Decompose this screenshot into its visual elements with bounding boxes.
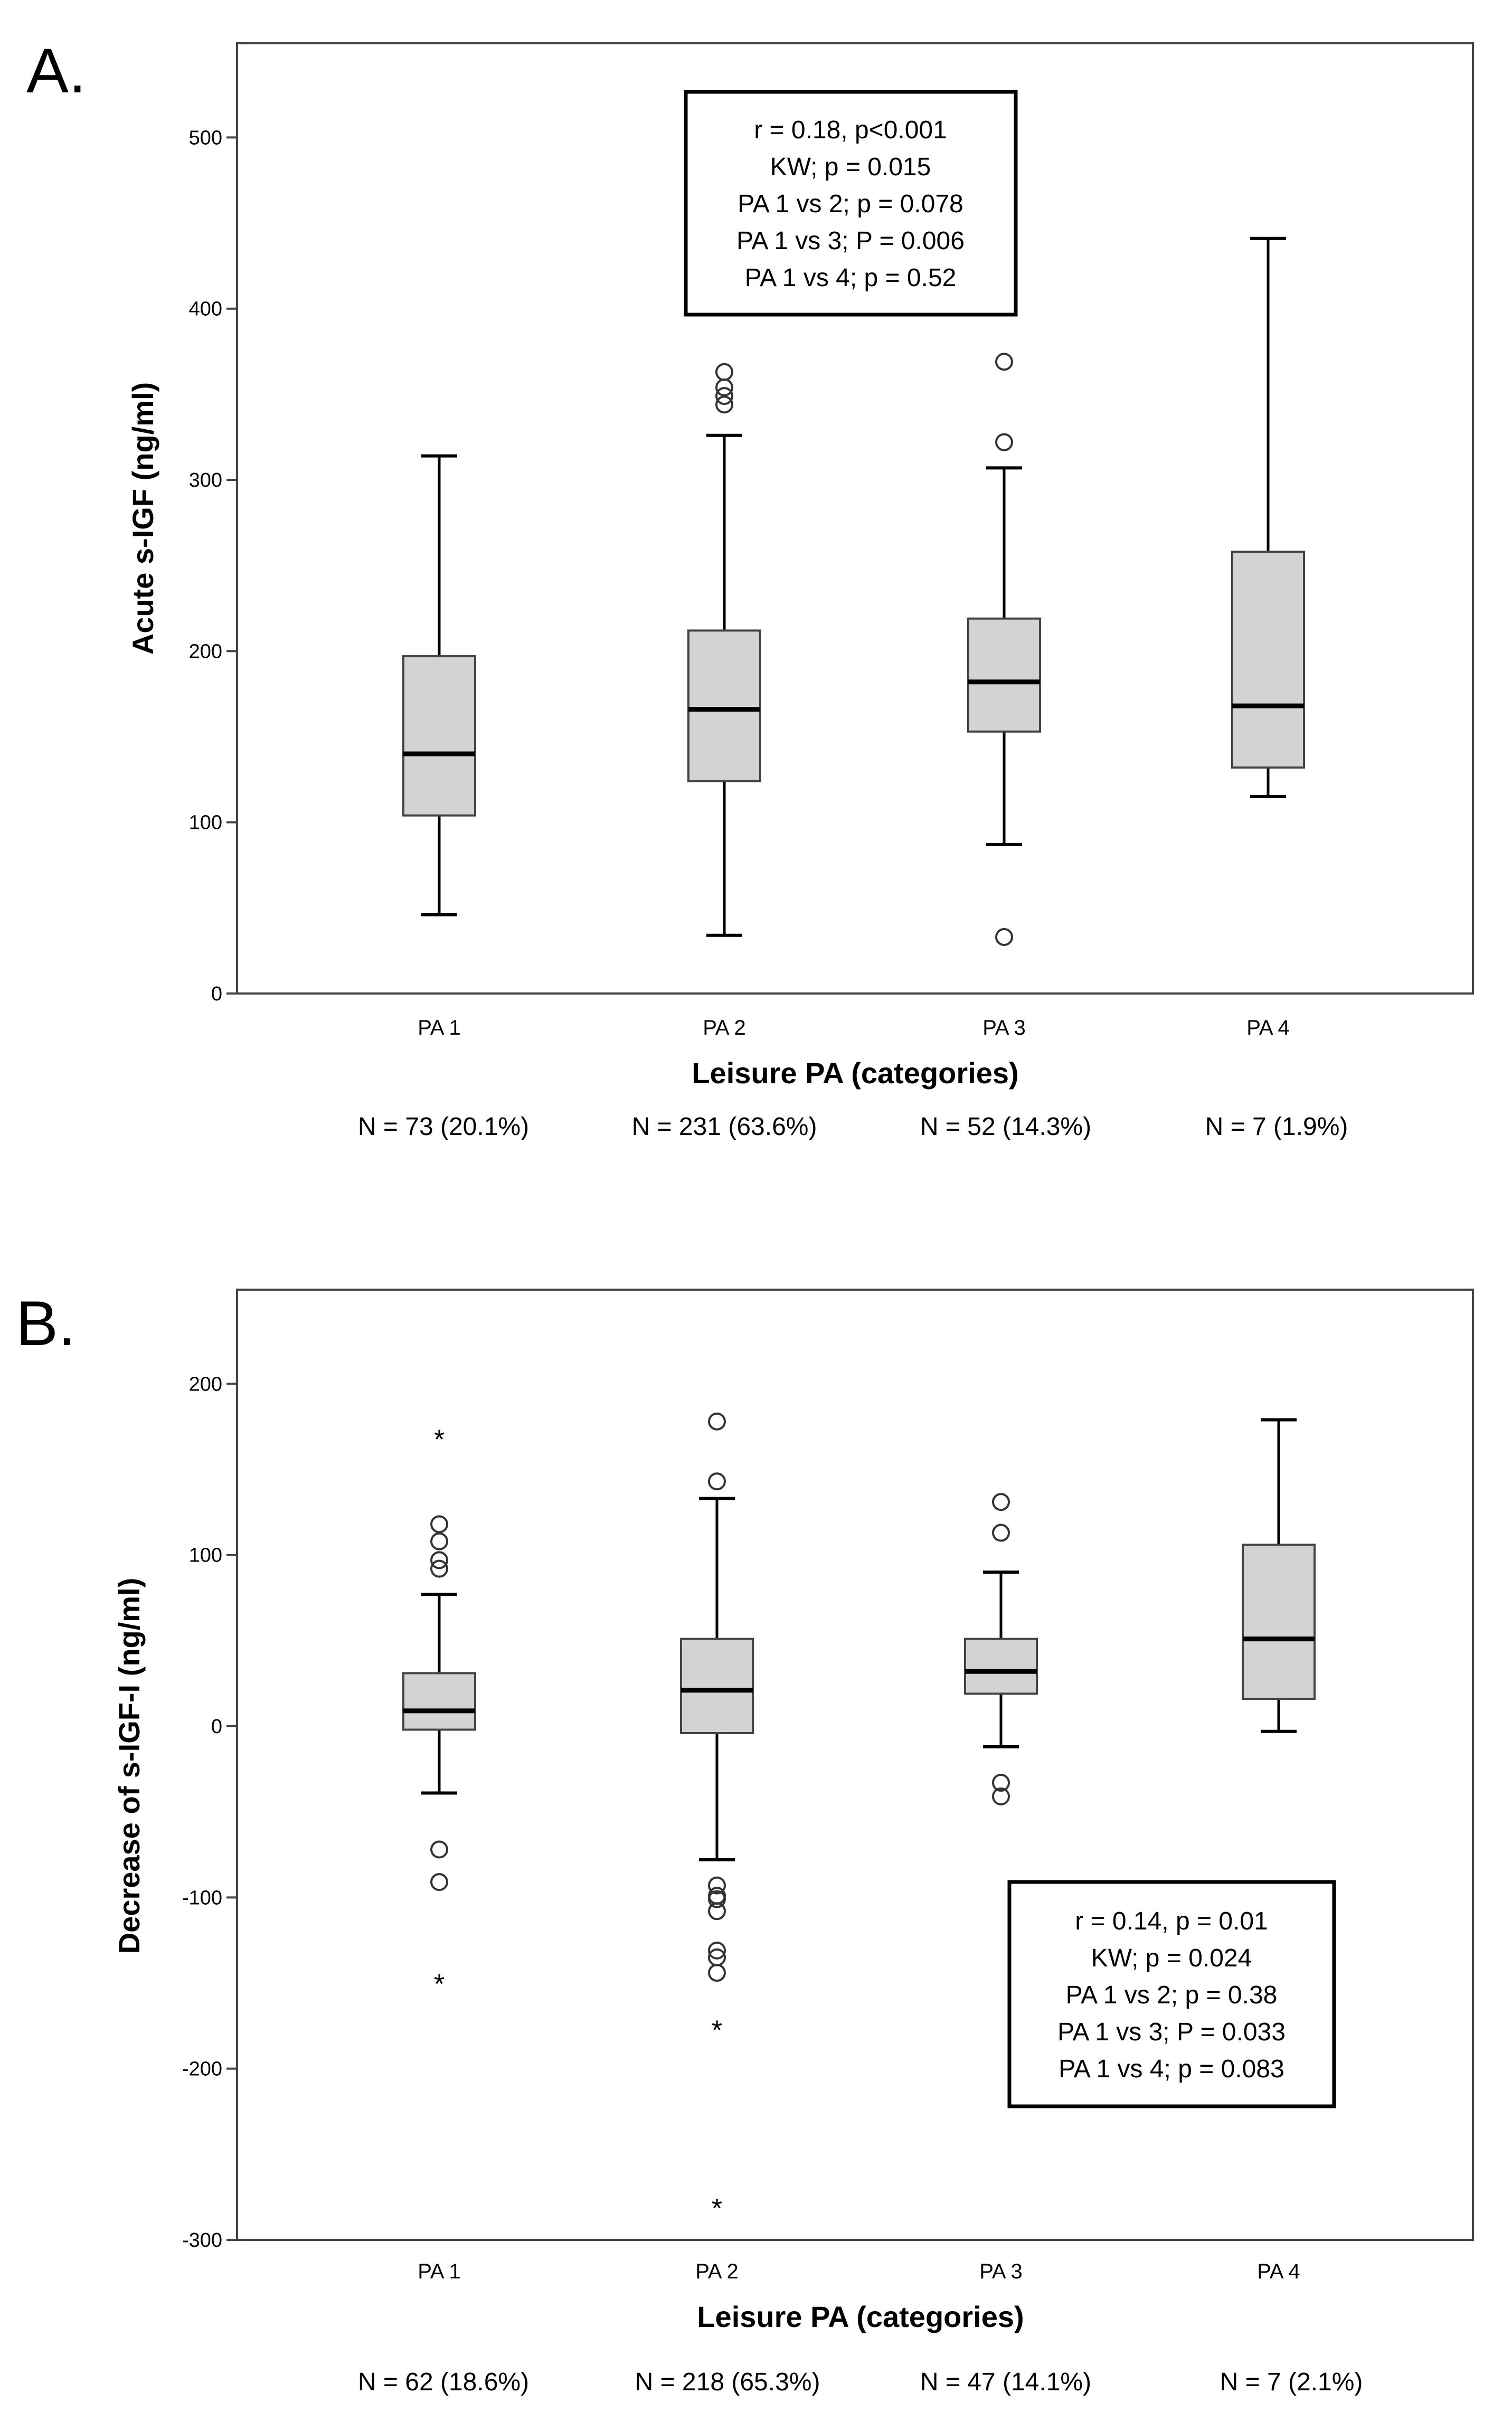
panel-b-boxes: ****	[402, 1412, 1316, 2224]
panel-b-tick-pa2: PA 2	[695, 2260, 739, 2283]
panel-a-stat-line-4: PA 1 vs 3; P = 0.006	[736, 227, 965, 255]
panel-a-stat-line-1: r = 0.18, p<0.001	[754, 116, 947, 144]
panel-b-stat-line-2: KW; p = 0.024	[1091, 1944, 1252, 1972]
panel-a-box-pa3	[967, 353, 1041, 946]
panel-b-stat-line-1: r = 0.14, p = 0.01	[1075, 1907, 1268, 1935]
outlier-point	[708, 1887, 726, 1905]
panel-b-n-pa4: N = 7 (2.1%)	[1220, 2368, 1363, 2396]
box-iqr	[680, 1638, 754, 1734]
box-iqr	[402, 1672, 476, 1731]
panel-b-n-pa2: N = 218 (65.3%)	[635, 2368, 820, 2396]
outlier-point	[708, 1472, 726, 1491]
outlier-point	[430, 1840, 448, 1859]
outlier-point	[995, 353, 1013, 371]
panel-a-tick-pa1: PA 1	[418, 1016, 461, 1039]
panel-b-y-axis-title: Decrease of s-IGF-I (ng/ml)	[112, 1578, 146, 1954]
panel-a-stat-line-5: PA 1 vs 4; p = 0.52	[745, 264, 957, 292]
box-iqr	[1242, 1544, 1316, 1700]
outlier-point	[708, 1876, 726, 1895]
panel-a-n-pa4: N = 7 (1.9%)	[1205, 1113, 1348, 1141]
outlier-point	[715, 395, 733, 414]
panel-b-box-pa2: **	[680, 1412, 754, 2224]
outlier-point	[708, 1412, 726, 1431]
box-iqr	[402, 655, 476, 817]
panel-b-tick-pa1: PA 1	[418, 2260, 461, 2283]
panel-a-label: A.	[26, 35, 86, 106]
panel-a-stats-box: r = 0.18, p<0.001 KW; p = 0.015 PA 1 vs …	[684, 90, 1018, 317]
panel-b-stats-box: r = 0.14, p = 0.01 KW; p = 0.024 PA 1 vs…	[1007, 1880, 1336, 2108]
panel-b-box-pa1: **	[402, 1425, 476, 2000]
panel-a-y-tick-label: 0	[211, 983, 222, 1005]
outlier-point	[708, 1941, 726, 1960]
panel-a-y-tick-label: 100	[189, 812, 222, 834]
panel-b-x-axis-title: Leisure PA (categories)	[697, 2300, 1024, 2333]
outlier-point	[708, 1948, 726, 1966]
outlier-point	[992, 1787, 1010, 1805]
panel-a-y-axis-title: Acute s-IGF (ng/ml)	[126, 382, 159, 655]
panel-b-n-pa1: N = 62 (18.6%)	[358, 2368, 529, 2396]
panel-a-n-pa2: N = 231 (63.6%)	[632, 1113, 817, 1141]
panel-b-y-tick-label: -200	[182, 2058, 222, 2080]
panel-a-tick-pa2: PA 2	[703, 1016, 746, 1039]
panel-b-tick-pa4: PA 4	[1257, 2260, 1300, 2283]
panel-a-box-pa2	[687, 363, 761, 937]
panel-b-y-tick-label: 100	[189, 1545, 222, 1567]
panel-b-label: B.	[16, 1288, 75, 1359]
extreme-point: *	[712, 2016, 722, 2046]
outlier-point	[995, 433, 1013, 451]
extreme-point: *	[434, 1425, 445, 1455]
outlier-point	[992, 1524, 1010, 1542]
outlier-point	[430, 1873, 448, 1891]
panel-a-tick-pa3: PA 3	[982, 1016, 1026, 1039]
panel-b-stat-line-4: PA 1 vs 3; P = 0.033	[1057, 2018, 1286, 2046]
panel-b-stat-line-3: PA 1 vs 2; p = 0.38	[1066, 1981, 1278, 2009]
panel-a-n-pa3: N = 52 (14.3%)	[920, 1113, 1091, 1141]
extreme-point: *	[712, 2193, 722, 2224]
panel-a-x-axis-title: Leisure PA (categories)	[692, 1056, 1018, 1090]
panel-a-tick-pa4: PA 4	[1246, 1016, 1290, 1039]
panel-a-y-tick-label: 300	[189, 469, 222, 491]
panel-b-tick-pa3: PA 3	[979, 2260, 1023, 2283]
outlier-point	[430, 1515, 448, 1534]
panel-a-y-tick-label: 400	[189, 298, 222, 320]
panel-a-boxes	[402, 236, 1305, 946]
panel-a-box-pa4	[1231, 236, 1305, 799]
box-iqr	[964, 1638, 1038, 1695]
outlier-point	[992, 1493, 1010, 1511]
panel-a-stat-line-3: PA 1 vs 2; p = 0.078	[738, 190, 963, 218]
panel-b-y-tick-label: 200	[189, 1373, 222, 1395]
outlier-point	[715, 363, 733, 381]
box-iqr	[967, 617, 1041, 733]
panel-b-stat-line-5: PA 1 vs 4; p = 0.083	[1059, 2055, 1284, 2083]
panel-b-box-pa4	[1242, 1418, 1316, 1733]
outlier-point	[430, 1559, 448, 1578]
outlier-point	[992, 1774, 1010, 1792]
panel-a-y-axis: 0 100 200 300 400 500	[189, 127, 237, 1005]
box-iqr	[687, 629, 761, 782]
panel-b-box-pa3	[964, 1493, 1038, 1805]
panel-a-y-tick-label: 500	[189, 127, 222, 149]
panel-b-y-tick-label: -100	[182, 1887, 222, 1909]
outlier-point	[430, 1532, 448, 1550]
panel-b-y-tick-label: -300	[182, 2229, 222, 2251]
panel-a-n-pa1: N = 73 (20.1%)	[358, 1113, 529, 1141]
box-iqr	[1231, 551, 1305, 769]
outlier-point	[995, 928, 1013, 946]
panel-b-y-tick-label: 0	[211, 1716, 222, 1738]
outlier-point	[430, 1551, 448, 1569]
panel-a-stat-line-2: KW; p = 0.015	[770, 153, 931, 181]
panel-b-y-axis: -300 -200 -100 0 100 200	[182, 1373, 237, 2251]
panel-b-n-pa3: N = 47 (14.1%)	[920, 2368, 1091, 2396]
outlier-point	[715, 387, 733, 405]
extreme-point: *	[434, 1969, 445, 2000]
panel-a-box-pa1	[402, 454, 476, 916]
panel-a-y-tick-label: 200	[189, 640, 222, 663]
